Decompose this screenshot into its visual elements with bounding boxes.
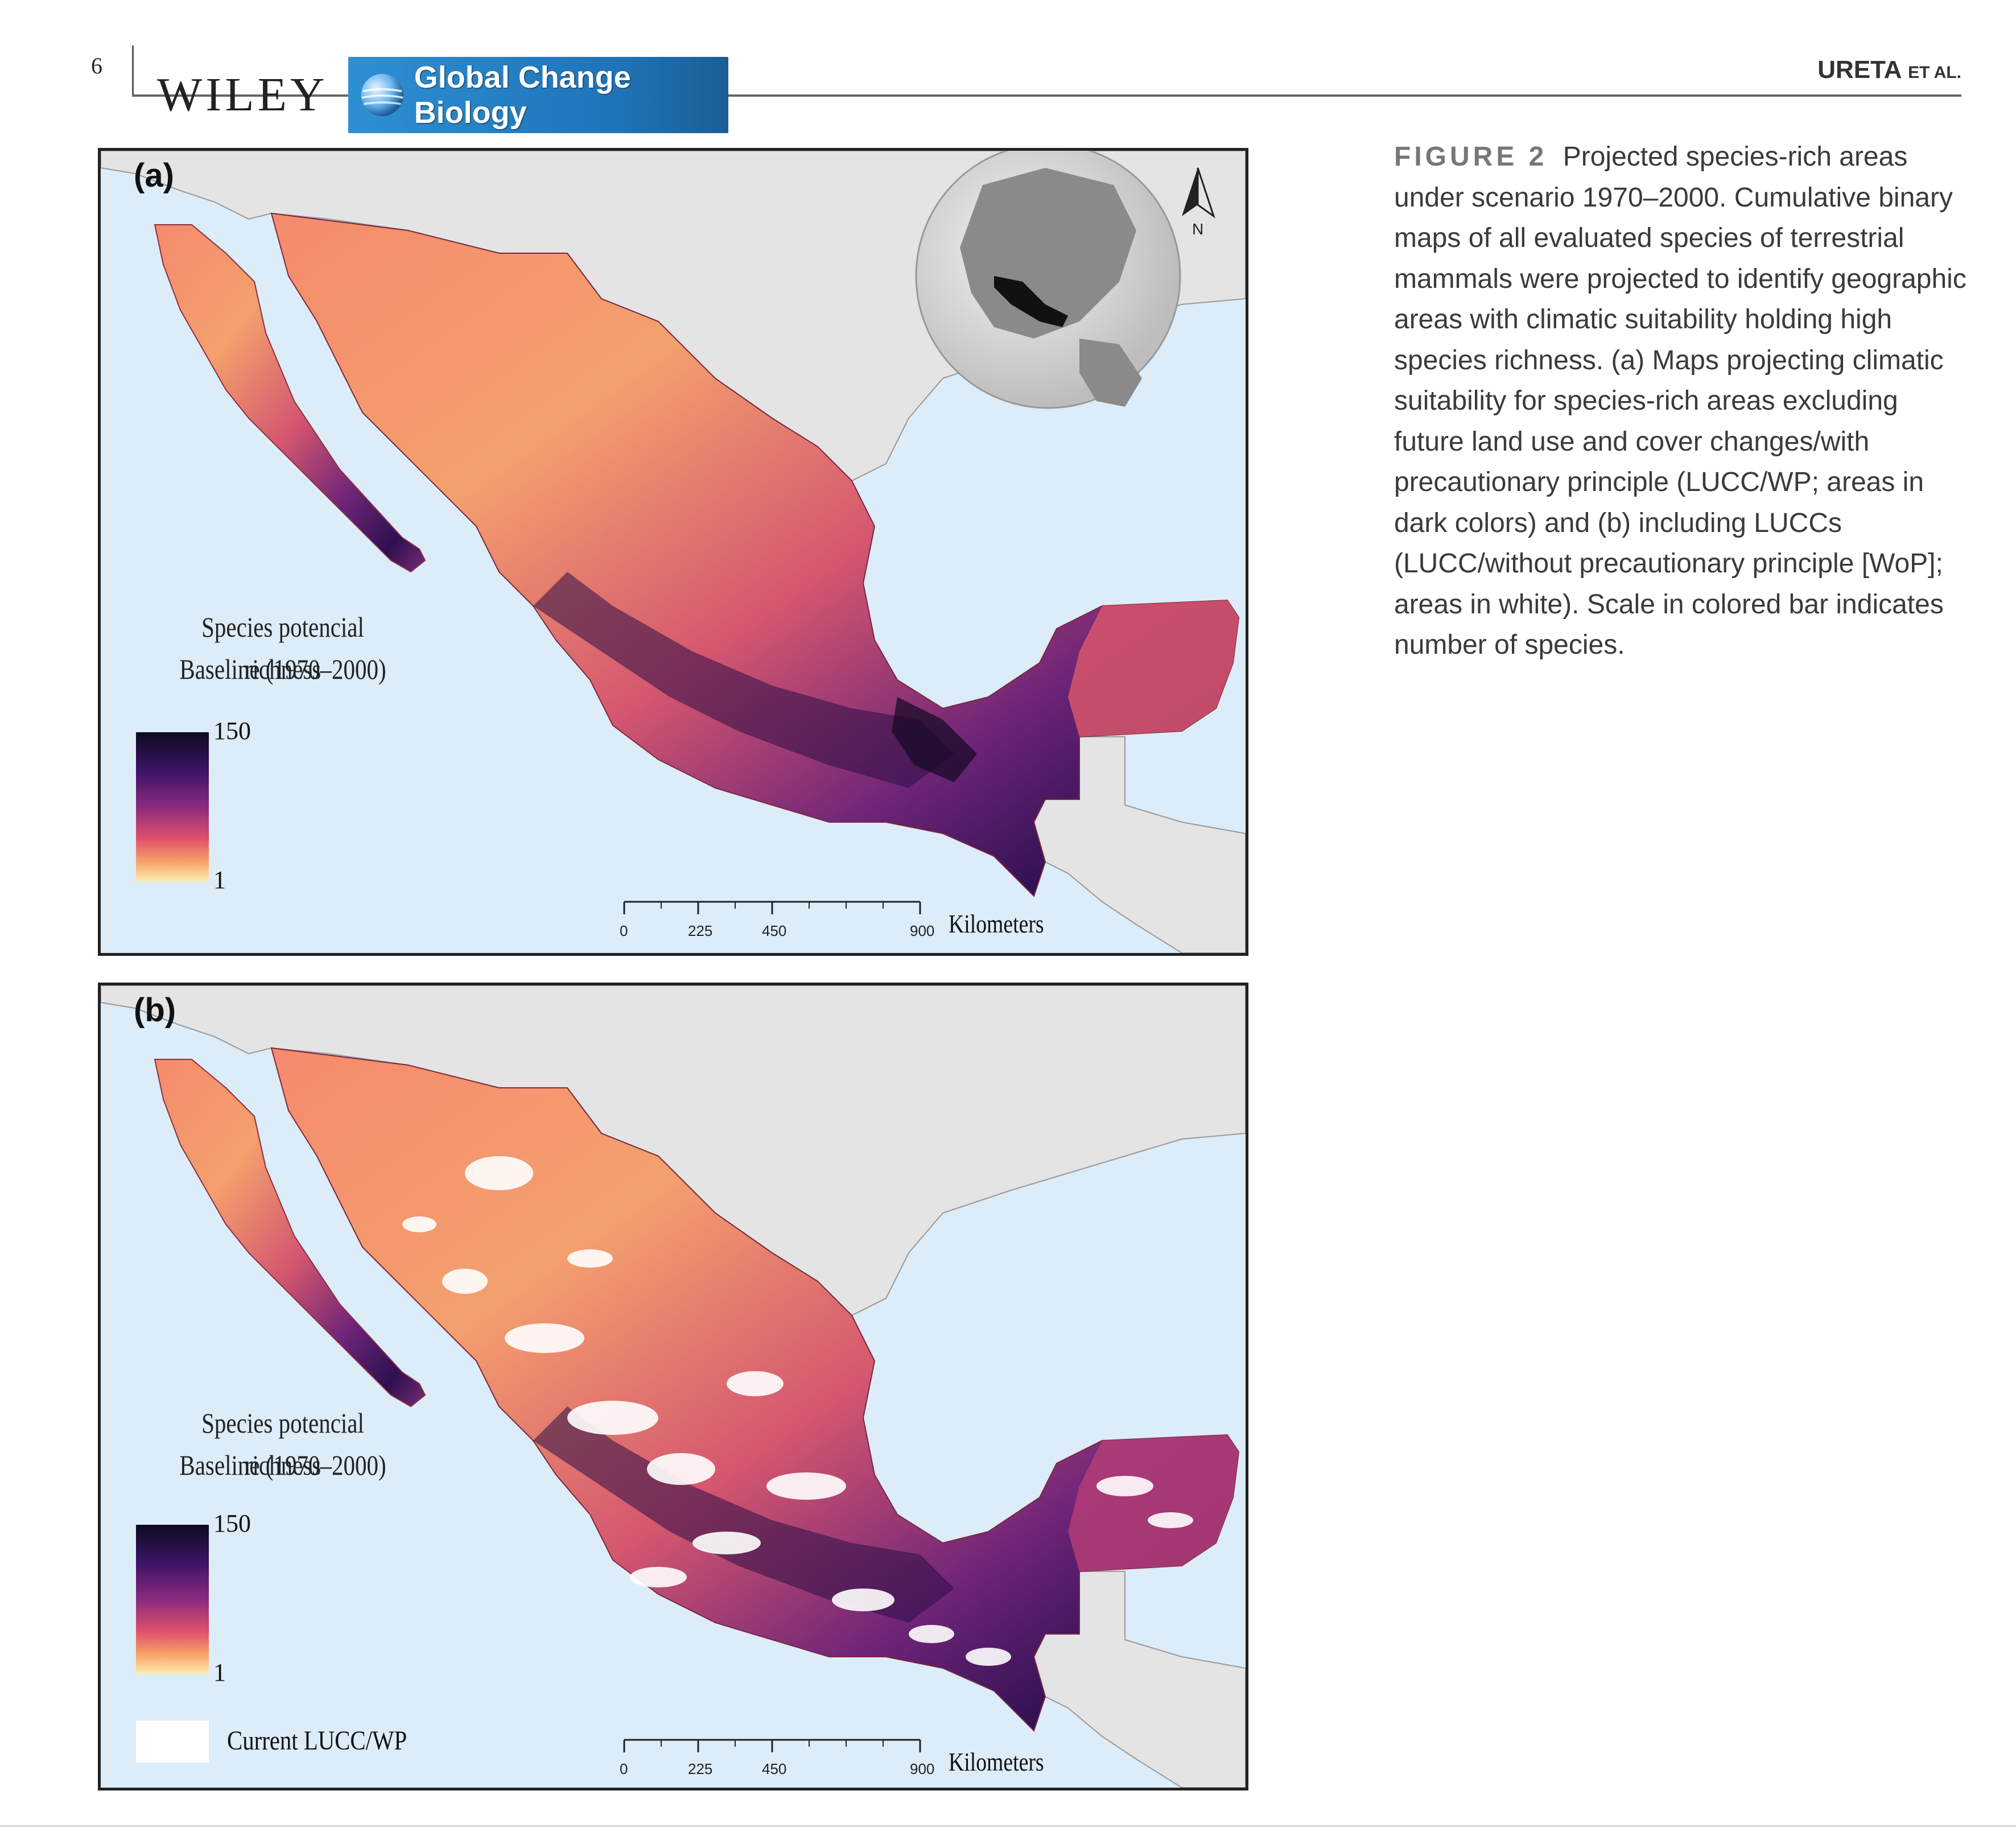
scale-tick-225: 225 xyxy=(688,1760,713,1777)
scale-tick-0: 0 xyxy=(620,922,628,939)
figure-panel-b: (b) Species potencial richness Baseline … xyxy=(98,983,1248,1790)
panel-label-b: (b) xyxy=(134,992,176,1029)
colorbar-min-label: 1 xyxy=(213,1658,226,1686)
journal-badge: Global Change Biology xyxy=(348,57,728,133)
figure-label: FIGURE 2 xyxy=(1394,142,1548,172)
scale-tick-450: 450 xyxy=(762,1760,787,1777)
lucc-white-patches xyxy=(402,1156,1193,1666)
running-head: URETA ET AL. xyxy=(1817,56,1961,84)
colorbar-max-label: 150 xyxy=(213,717,251,745)
figure-caption: FIGURE 2 Projected species-rich areas un… xyxy=(1394,137,1969,666)
colorbar-max-label: 150 xyxy=(213,1509,251,1537)
header-rule xyxy=(132,94,1961,97)
colorbar xyxy=(136,732,209,881)
page-number: 6 xyxy=(91,53,102,79)
baja-california xyxy=(154,1059,426,1408)
sierra-madre-dark xyxy=(533,1406,954,1623)
lucc-legend-label: Current LUCC/WP xyxy=(227,1726,407,1756)
scale-units: Kilometers xyxy=(949,909,1044,938)
running-head-etal: ET AL. xyxy=(1908,63,1961,82)
scale-tick-900: 900 xyxy=(910,1760,935,1777)
globe-icon xyxy=(361,73,404,117)
map-mexico-richness-lucc xyxy=(101,985,1246,1788)
inset-globe xyxy=(915,151,1181,409)
running-head-author: URETA xyxy=(1817,56,1901,84)
baja-california xyxy=(154,224,426,573)
mexico-mainland xyxy=(270,212,1240,897)
north-arrow-icon xyxy=(1182,167,1215,218)
inset-mexico xyxy=(994,276,1068,327)
scale-tick-450: 450 xyxy=(762,922,787,939)
header-divider xyxy=(132,46,134,97)
oaxaca-dark xyxy=(892,697,977,782)
legend-title-line2: Baseline (1970–2000) xyxy=(179,653,386,685)
legend-title-line1: Species potencial richness xyxy=(201,611,364,685)
panel-label-a: (a) xyxy=(134,157,174,194)
figure-panel-a: N (a) Species potencial richness Baselin… xyxy=(98,148,1248,956)
sierra-madre-dark xyxy=(533,572,954,788)
scale-bar xyxy=(623,901,921,914)
journal-name: Global Change Biology xyxy=(414,60,631,130)
north-label: N xyxy=(1192,220,1204,238)
caption-text: Projected species-rich areas under scena… xyxy=(1394,142,1966,660)
colorbar-min-label: 1 xyxy=(213,866,226,894)
scale-tick-225: 225 xyxy=(688,922,713,939)
yucatan-peninsula xyxy=(1068,600,1239,737)
scale-units: Kilometers xyxy=(949,1747,1044,1776)
lucc-legend-swatch xyxy=(136,1721,209,1763)
publisher-logo: WILEY xyxy=(157,68,328,121)
scale-tick-0: 0 xyxy=(620,1760,628,1777)
legend-title-line1: Species potencial richness xyxy=(201,1407,364,1481)
yucatan-peninsula xyxy=(1068,1435,1239,1571)
page-bottom-rule xyxy=(0,1825,2016,1827)
scale-bar xyxy=(623,1739,921,1752)
colorbar xyxy=(136,1525,209,1674)
scale-tick-900: 900 xyxy=(910,922,935,939)
legend-title-line2: Baseline (1970–2000) xyxy=(179,1449,386,1481)
map-mexico-richness xyxy=(101,151,1246,953)
